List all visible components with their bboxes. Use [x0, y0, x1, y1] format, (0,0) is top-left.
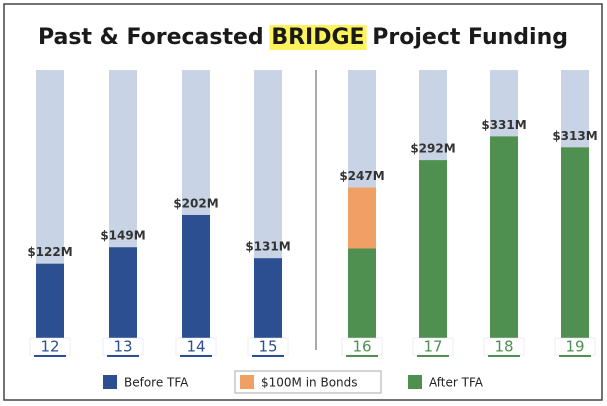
legend-item: After TFA [408, 375, 484, 390]
data-label: $131M [245, 240, 290, 254]
legend-label: After TFA [429, 376, 484, 390]
legend-label: Before TFA [124, 376, 189, 390]
data-label: $247M [339, 169, 384, 183]
bar [490, 136, 518, 338]
legend-swatch [408, 375, 422, 389]
data-label: $292M [410, 142, 455, 156]
bar [561, 147, 589, 338]
chart-title: Past & Forecasted BRIDGE Project Funding [38, 25, 568, 50]
x-tick-label: 13 [113, 338, 132, 356]
title-highlight-bg [269, 25, 367, 50]
legend-swatch [240, 375, 254, 389]
data-label: $149M [100, 229, 145, 243]
bar [36, 263, 64, 338]
title-part: Past & Forecasted [38, 25, 264, 50]
legend-item: Before TFA [103, 375, 189, 390]
legend-box [234, 370, 382, 394]
x-tick-label: 14 [186, 338, 205, 356]
legend-swatch [103, 375, 117, 389]
data-label: $122M [27, 245, 72, 259]
x-tick-label: 18 [494, 338, 513, 356]
bar [348, 187, 376, 249]
legend-label: $100M in Bonds [261, 376, 358, 390]
bar [348, 248, 376, 338]
title-highlight: BRIDGE [271, 25, 364, 50]
x-tick-label: 12 [40, 338, 59, 356]
x-tick-label: 16 [352, 338, 371, 356]
x-tick-label: 17 [423, 338, 442, 356]
data-label: $313M [552, 129, 597, 143]
data-label: $331M [481, 118, 526, 132]
bar [109, 247, 137, 338]
bar [419, 160, 447, 338]
bar [254, 258, 282, 338]
x-tick-label: 15 [258, 338, 277, 356]
x-tick-label: 19 [565, 338, 584, 356]
title-part: Project Funding [372, 25, 568, 50]
data-label: $202M [173, 196, 218, 210]
legend-item: $100M in Bonds [234, 370, 382, 394]
bar [182, 214, 210, 338]
